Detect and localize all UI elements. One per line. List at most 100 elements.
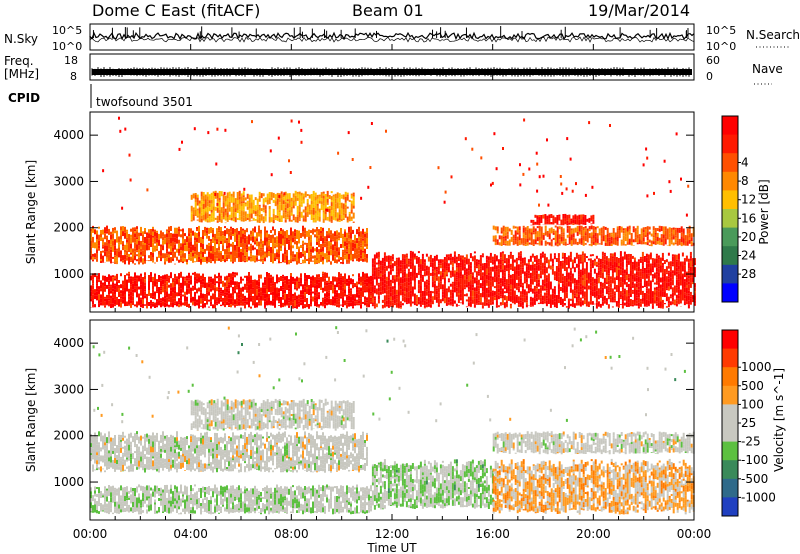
echo-cell [292, 245, 294, 249]
echo-cell [262, 260, 264, 263]
echo-cell [594, 226, 597, 230]
echo-cell [425, 281, 428, 285]
echo-cell [525, 295, 528, 301]
echo-cell [300, 273, 302, 278]
echo-cell [206, 192, 209, 197]
echo-cell [377, 264, 380, 267]
echo-cell [302, 289, 304, 295]
echo-cell [152, 285, 154, 290]
echo-cell [589, 285, 592, 291]
echo-cell [178, 292, 180, 297]
echo-cell [627, 293, 630, 296]
echo-cell [427, 299, 430, 304]
echo-cell [242, 191, 245, 196]
echo-cell [687, 295, 690, 301]
echo-cell [671, 297, 674, 302]
echo-cell [156, 289, 158, 292]
echo-cell [650, 240, 653, 244]
echo-cell [292, 218, 295, 221]
echo-cell [224, 212, 227, 216]
echo-cell [322, 275, 324, 282]
echo-cell [579, 269, 582, 272]
echo-cell [519, 269, 522, 276]
echo-cell [358, 231, 360, 237]
echo-cell [596, 226, 599, 229]
echo-cell [214, 285, 216, 288]
echo-cell [603, 259, 606, 265]
echo-cell [232, 291, 234, 296]
echo-cell [504, 243, 507, 246]
echo-cell [640, 228, 643, 234]
echo-cell [487, 280, 490, 287]
echo-cell [154, 304, 156, 308]
echo-cell [124, 275, 126, 278]
echo-cell [188, 303, 190, 308]
echo-cell [316, 210, 319, 216]
echo-cell [395, 259, 398, 266]
echo-cell [240, 196, 243, 202]
echo-cell [427, 282, 430, 286]
echo-cell [371, 263, 374, 268]
echo-cell [481, 280, 484, 287]
echo-cell [234, 290, 236, 294]
echo-cell [156, 256, 158, 262]
echo-cell [208, 235, 210, 241]
echo-cell [543, 288, 546, 291]
echo-cell [594, 232, 597, 237]
echo-cell [465, 274, 468, 277]
echo-cell [96, 230, 98, 235]
echo-cell [146, 305, 148, 309]
echo-cell [224, 201, 227, 207]
echo-cell [473, 298, 476, 305]
echo-cell [463, 266, 466, 270]
echo-cell [679, 276, 682, 280]
echo-cell [607, 261, 610, 268]
echo-cell [638, 236, 641, 240]
echo-cell [342, 218, 345, 220]
echo-cell [577, 294, 580, 299]
echo-cell [254, 242, 256, 245]
echo-cell [578, 225, 581, 232]
echo-cell [580, 243, 583, 245]
echo-cell [618, 233, 621, 235]
echo-cell [542, 232, 545, 235]
echo-cell [678, 227, 681, 230]
echo-cell [294, 287, 296, 290]
echo-cell [598, 243, 601, 245]
echo-cell [266, 289, 268, 294]
echo-cell [409, 305, 412, 307]
echo-cell [342, 194, 345, 200]
echo-cell [156, 305, 158, 308]
echo-cell [286, 276, 288, 282]
echo-cell [557, 276, 560, 283]
echo-cell [504, 235, 507, 239]
echo-cell [290, 245, 292, 250]
echo-cell [156, 238, 158, 243]
echo-cell [597, 288, 600, 295]
echo-cell [286, 211, 289, 214]
nsky-panel: N.Sky 10^5 10^0 10^5 10^0 N.Search [4, 23, 800, 53]
echo-cell [637, 266, 640, 272]
echo-cell [90, 250, 92, 254]
echo-cell [573, 267, 576, 273]
echo-cell [228, 290, 230, 294]
echo-cell [124, 232, 126, 239]
echo-cell [278, 243, 280, 245]
echo-cell [208, 242, 210, 246]
echo-cell [96, 275, 98, 280]
echo-cell [238, 252, 240, 258]
echo-cell [102, 284, 104, 290]
echo-cell [667, 272, 670, 277]
echo-cell [322, 299, 324, 306]
echo-cell [96, 243, 98, 250]
echo-cell [234, 204, 237, 209]
echo-cell [495, 288, 498, 295]
echo-cell [659, 301, 662, 307]
echo-cell [90, 231, 92, 238]
echo-cell [316, 296, 318, 302]
echo-cell [625, 267, 628, 272]
echo-cell [142, 240, 144, 243]
echo-cell [276, 277, 278, 284]
echo-cell [539, 275, 542, 279]
echo-cell [334, 297, 336, 304]
